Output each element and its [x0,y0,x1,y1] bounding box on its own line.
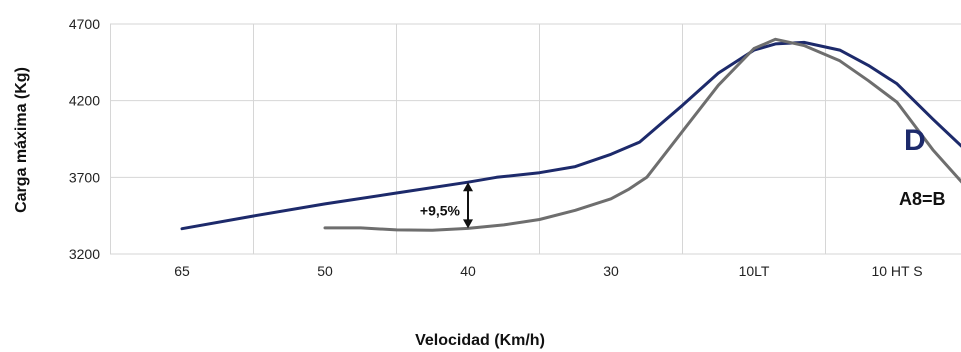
arrow-head-up [463,182,473,192]
series-lines [180,37,961,232]
y-tick-label: 3200 [69,246,100,262]
x-tick-label: 40 [460,263,476,279]
x-tick-label: 65 [174,263,190,279]
annotation: +9,5% [420,182,473,229]
x-tick-label: 10 HT S [871,263,922,279]
x-tick-label: 50 [317,263,333,279]
x-axis-title: Velocidad (Km/h) [415,332,545,349]
annotation-label: +9,5% [420,202,461,218]
y-tick-label: 4700 [69,16,100,32]
x-tick-labels: 65 50 40 30 10LT 10 HT S [174,263,922,279]
y-axis-title: Carga máxima (Kg) [13,67,30,213]
series-label-a8b: A8=B [899,189,946,209]
y-tick-labels: 3200 3700 4200 4700 [69,16,100,262]
series-label-d: D [904,124,926,157]
y-tick-label: 4200 [69,93,100,109]
series-line-d [180,40,961,231]
grid-lines [110,23,961,255]
arrow-head-down [463,219,473,229]
series-line-a8b [323,37,961,232]
x-tick-label: 30 [603,263,619,279]
x-tick-label: 10LT [739,263,770,279]
y-tick-label: 3700 [69,169,100,185]
